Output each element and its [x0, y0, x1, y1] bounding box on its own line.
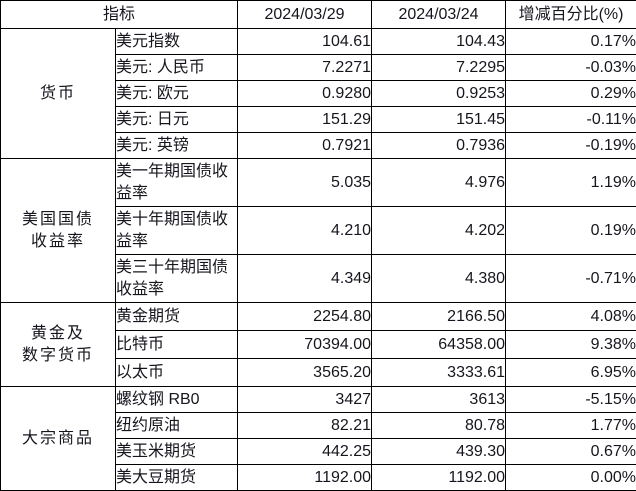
category-cell-gold-digital: 黄金及 数字货币: [1, 303, 116, 387]
value-cell: 64358.00: [372, 331, 506, 359]
value-cell: 4.349: [238, 255, 372, 303]
indicator-name-cell: 美元: 欧元: [116, 81, 238, 107]
indicator-name-cell: 美十年期国债收益率: [116, 207, 238, 255]
category-cell-commodities: 大宗商品: [1, 387, 116, 491]
change-cell: -0.71%: [506, 255, 636, 303]
header-indicator: 指标: [1, 1, 238, 29]
indicator-name-cell: 美元指数: [116, 29, 238, 55]
indicator-name-cell: 以太币: [116, 359, 238, 387]
category-label: 收益率: [1, 231, 115, 253]
value-cell: 0.9253: [372, 81, 506, 107]
value-cell: 4.976: [372, 159, 506, 207]
change-cell: 6.95%: [506, 359, 636, 387]
value-cell: 104.43: [372, 29, 506, 55]
value-cell: 4.202: [372, 207, 506, 255]
change-cell: 0.19%: [506, 207, 636, 255]
header-date-1: 2024/03/29: [238, 1, 372, 29]
header-date-2: 2024/03/24: [372, 1, 506, 29]
category-cell-treasury-yields: 美国国债 收益率: [1, 159, 116, 303]
category-label: 美国国债: [1, 209, 115, 231]
indicator-name-cell: 纽约原油: [116, 413, 238, 439]
category-label: 货币: [1, 83, 115, 105]
change-cell: 0.67%: [506, 439, 636, 465]
indicator-name-cell: 螺纹钢 RB0: [116, 387, 238, 413]
value-cell: 82.21: [238, 413, 372, 439]
indicator-name-cell: 美玉米期货: [116, 439, 238, 465]
change-cell: -0.11%: [506, 107, 636, 133]
header-change-pct: 增减百分比(%): [506, 1, 636, 29]
change-cell: -0.19%: [506, 133, 636, 159]
value-cell: 0.7921: [238, 133, 372, 159]
value-cell: 0.7936: [372, 133, 506, 159]
change-cell: 1.77%: [506, 413, 636, 439]
change-cell: 0.29%: [506, 81, 636, 107]
value-cell: 4.380: [372, 255, 506, 303]
table-row: 黄金及 数字货币 黄金期货 2254.80 2166.50 4.08%: [1, 303, 636, 331]
value-cell: 0.9280: [238, 81, 372, 107]
value-cell: 439.30: [372, 439, 506, 465]
value-cell: 3333.61: [372, 359, 506, 387]
table-header-row: 指标 2024/03/29 2024/03/24 增减百分比(%): [1, 1, 636, 29]
indicator-name-cell: 美三十年期国债收益率: [116, 255, 238, 303]
indicator-name-cell: 美大豆期货: [116, 465, 238, 491]
change-cell: 0.00%: [506, 465, 636, 491]
value-cell: 442.25: [238, 439, 372, 465]
change-cell: 4.08%: [506, 303, 636, 331]
value-cell: 70394.00: [238, 331, 372, 359]
value-cell: 1192.00: [372, 465, 506, 491]
change-cell: 0.17%: [506, 29, 636, 55]
change-cell: 9.38%: [506, 331, 636, 359]
value-cell: 80.78: [372, 413, 506, 439]
value-cell: 151.45: [372, 107, 506, 133]
value-cell: 7.2295: [372, 55, 506, 81]
indicator-name-cell: 黄金期货: [116, 303, 238, 331]
category-label: 大宗商品: [1, 428, 115, 450]
change-cell: -5.15%: [506, 387, 636, 413]
table-row: 美国国债 收益率 美一年期国债收益率 5.035 4.976 1.19%: [1, 159, 636, 207]
indicator-name-cell: 比特币: [116, 331, 238, 359]
indicator-name-cell: 美元: 人民币: [116, 55, 238, 81]
change-cell: 1.19%: [506, 159, 636, 207]
value-cell: 3565.20: [238, 359, 372, 387]
table-row: 大宗商品 螺纹钢 RB0 3427 3613 -5.15%: [1, 387, 636, 413]
change-cell: -0.03%: [506, 55, 636, 81]
value-cell: 5.035: [238, 159, 372, 207]
value-cell: 3427: [238, 387, 372, 413]
indicator-name-cell: 美元: 日元: [116, 107, 238, 133]
value-cell: 2166.50: [372, 303, 506, 331]
value-cell: 7.2271: [238, 55, 372, 81]
value-cell: 1192.00: [238, 465, 372, 491]
value-cell: 3613: [372, 387, 506, 413]
value-cell: 151.29: [238, 107, 372, 133]
table-row: 货币 美元指数 104.61 104.43 0.17%: [1, 29, 636, 55]
category-label: 数字货币: [1, 345, 115, 367]
value-cell: 104.61: [238, 29, 372, 55]
indicator-name-cell: 美元: 英镑: [116, 133, 238, 159]
value-cell: 4.210: [238, 207, 372, 255]
indicator-name-cell: 美一年期国债收益率: [116, 159, 238, 207]
value-cell: 2254.80: [238, 303, 372, 331]
category-cell-currency: 货币: [1, 29, 116, 159]
category-label: 黄金及: [1, 323, 115, 345]
